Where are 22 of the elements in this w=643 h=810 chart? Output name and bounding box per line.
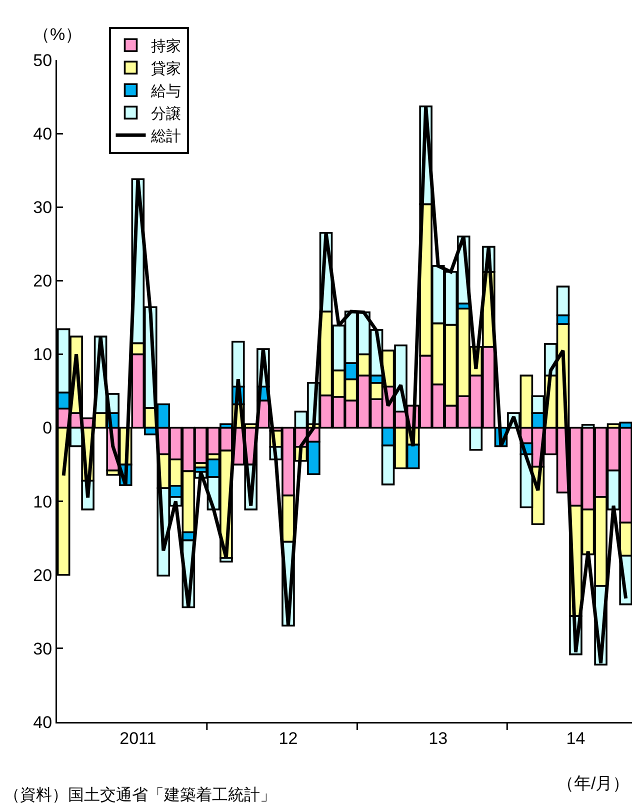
y-tick-label: 0	[42, 418, 52, 438]
y-tick-label: 10	[33, 345, 52, 364]
y-tick-label: 20	[33, 272, 52, 291]
text: （資料）国土交通省「建築着工統計」	[4, 786, 276, 804]
x-tick-label: 12	[278, 728, 298, 748]
legend-label: 給与	[150, 83, 181, 100]
y-axis-title: （%）	[33, 25, 82, 44]
legend-label: 持家	[150, 38, 181, 55]
x-tick-label: 13	[428, 728, 448, 748]
legend-label: 総計	[150, 128, 181, 145]
y-tick-label: 10	[33, 492, 52, 512]
y-tick-label: 50	[33, 50, 52, 70]
y-tick-label: 30	[33, 639, 52, 658]
y-tick-label: 30	[33, 198, 52, 218]
legend-label: 分譲	[150, 106, 181, 122]
x-tick-label: 2011	[120, 728, 156, 748]
y-tick-label: 40	[33, 712, 52, 732]
x-axis-title: （年/月）	[557, 774, 630, 793]
y-tick-label: 40	[33, 124, 52, 144]
y-tick-label: 20	[33, 566, 52, 585]
x-tick-label: 14	[566, 728, 586, 748]
legend-label: 貸家	[150, 60, 181, 78]
